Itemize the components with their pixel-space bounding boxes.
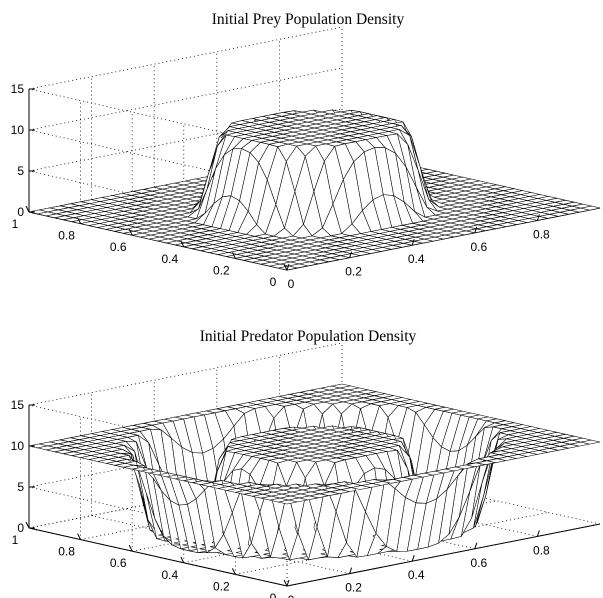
z-tick-label: 5 [17,480,24,494]
prey-density-surface-plot: Initial Prey Population Density 05101500… [11,11,601,291]
z-tick-label: 0 [17,205,24,219]
y-tick-label: 0.6 [110,240,127,254]
x-tick-label: 0.8 [533,543,550,557]
x-tick-label: 0.6 [470,556,487,570]
x-tick-label: 0.4 [408,568,425,582]
chart-title: Initial Prey Population Density [212,11,405,28]
x-tick-label: 0 [288,277,295,291]
y-tick-label: 0.8 [58,545,75,559]
y-tick-label: 0 [270,275,277,289]
x-tick-label: 0.8 [533,227,550,241]
chart-title: Initial Predator Population Density [200,328,417,345]
z-tick-label: 15 [11,398,25,412]
x-tick-label: 0 [288,593,295,598]
x-tick-label: 0.4 [408,252,425,266]
axes [28,405,601,587]
z-tick-label: 0 [17,521,24,535]
y-tick-label: 0.4 [161,252,178,266]
y-tick-label: 0.2 [213,579,230,593]
surface-mesh [28,109,601,271]
y-tick-label: 1 [12,533,19,547]
y-tick-label: 0.6 [110,556,127,570]
z-tick-label: 10 [11,123,25,137]
surface-cell [580,439,601,445]
y-tick-label: 0.8 [58,229,75,243]
x-tick-label: 0.6 [470,240,487,254]
tick-labels: 0 5 10 15 0 0.2 0.4 0.6 0.8 0 0.2 0.4 0.6 0.8 1 [11,398,550,598]
y-tick-label: 1 [12,217,19,231]
y-tick-label: 0.4 [161,568,178,582]
z-tick-label: 5 [17,164,24,178]
y-tick-label: 0.2 [213,263,230,277]
surface-cell [580,205,601,211]
surface-mesh [28,383,601,561]
x-tick-label: 0.2 [345,265,362,279]
y-tick-label: 0 [270,591,277,598]
x-tick-label: 0.2 [345,581,362,595]
tick-labels: 0 5 10 15 0 0.2 0.4 0.6 0.8 0 0.2 0.4 0.6 0.8 1 [11,82,550,291]
z-tick-label: 15 [11,82,25,96]
predator-density-surface-plot: Initial Predator Population Density 0510… [11,328,601,598]
z-tick-label: 10 [11,439,25,453]
